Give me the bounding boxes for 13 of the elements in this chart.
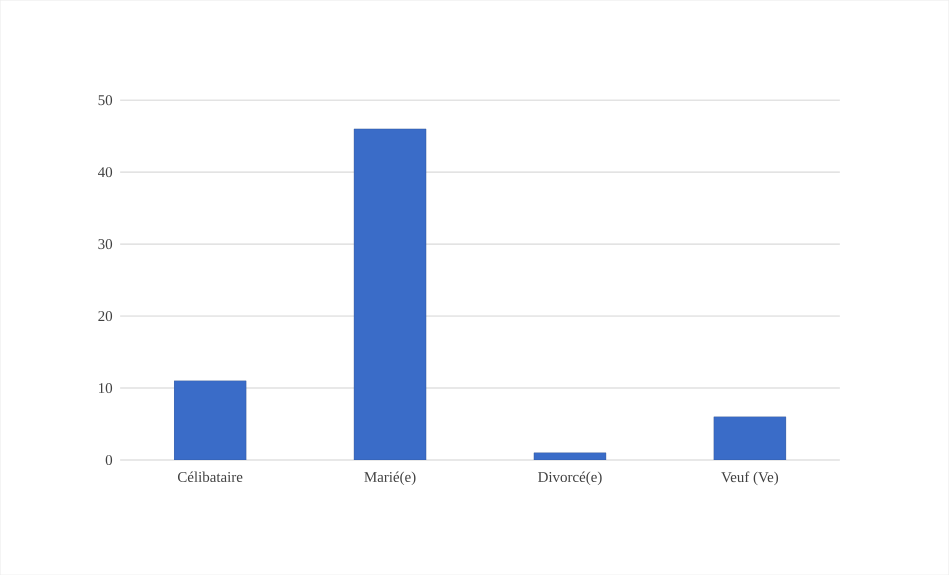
y-tick-label: 0 — [106, 454, 112, 465]
x-tick-label: Divorcé(e) — [538, 471, 602, 486]
x-tick-label: Célibataire — [178, 471, 242, 482]
y-tick-label: 40 — [98, 167, 112, 178]
x-tick-label: Marié(e) — [364, 471, 416, 486]
y-tick-label: 10 — [99, 382, 112, 393]
y-tick-label: 50 — [98, 95, 112, 106]
bar — [354, 128, 426, 460]
y-tick-label: 30 — [98, 238, 112, 250]
bar — [714, 416, 786, 460]
y-tick-label: 20 — [98, 310, 112, 322]
bar — [174, 380, 246, 460]
x-tick-label: Veuf (Ve) — [721, 471, 778, 486]
